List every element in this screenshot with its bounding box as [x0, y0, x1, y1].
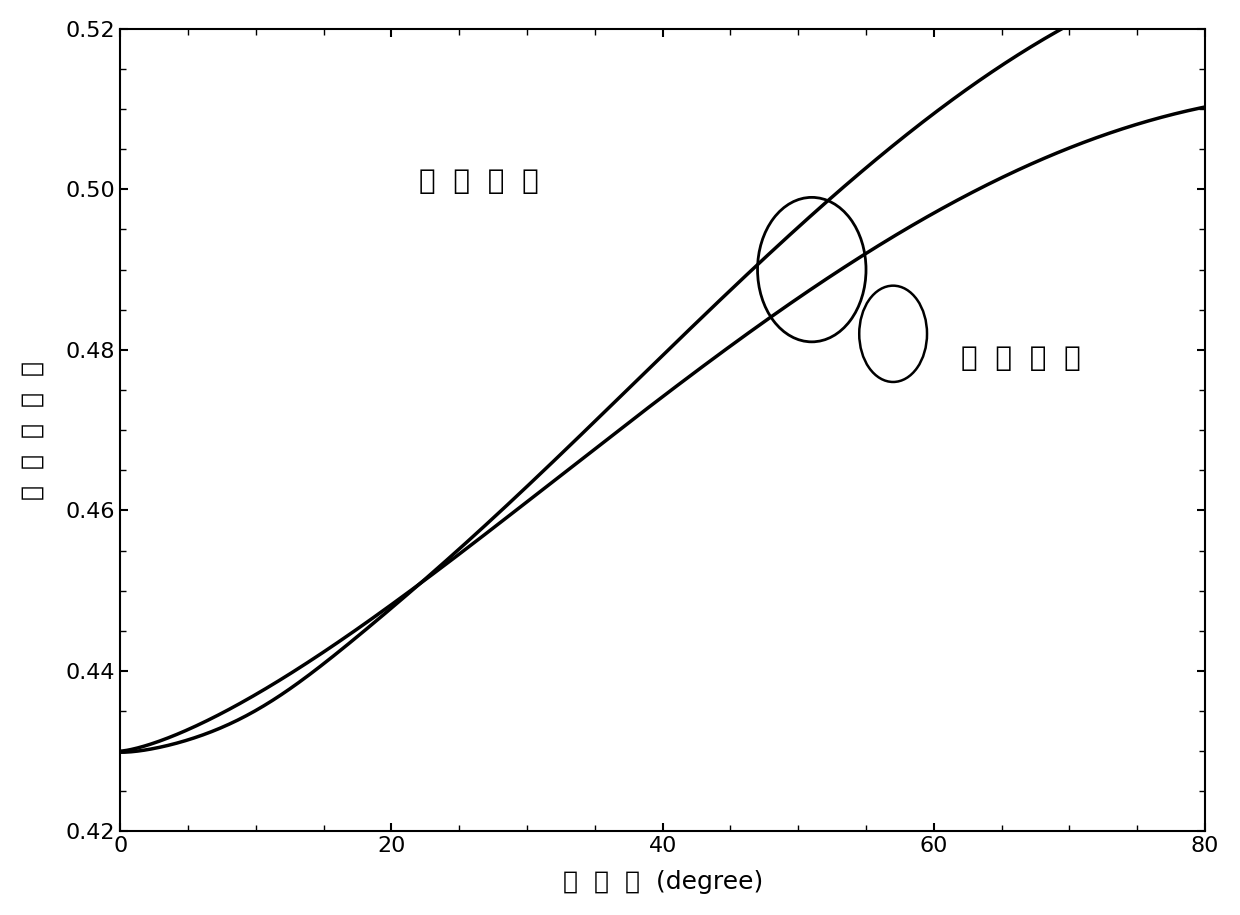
- Y-axis label: 归  一  化  频  率: 归 一 化 频 率: [21, 361, 45, 500]
- Text: 横  向  电  场: 横 向 电 场: [961, 344, 1081, 371]
- Text: 横  向  磁  场: 横 向 磁 场: [419, 167, 538, 195]
- X-axis label: 入  射  角  (degree): 入 射 角 (degree): [563, 870, 763, 894]
